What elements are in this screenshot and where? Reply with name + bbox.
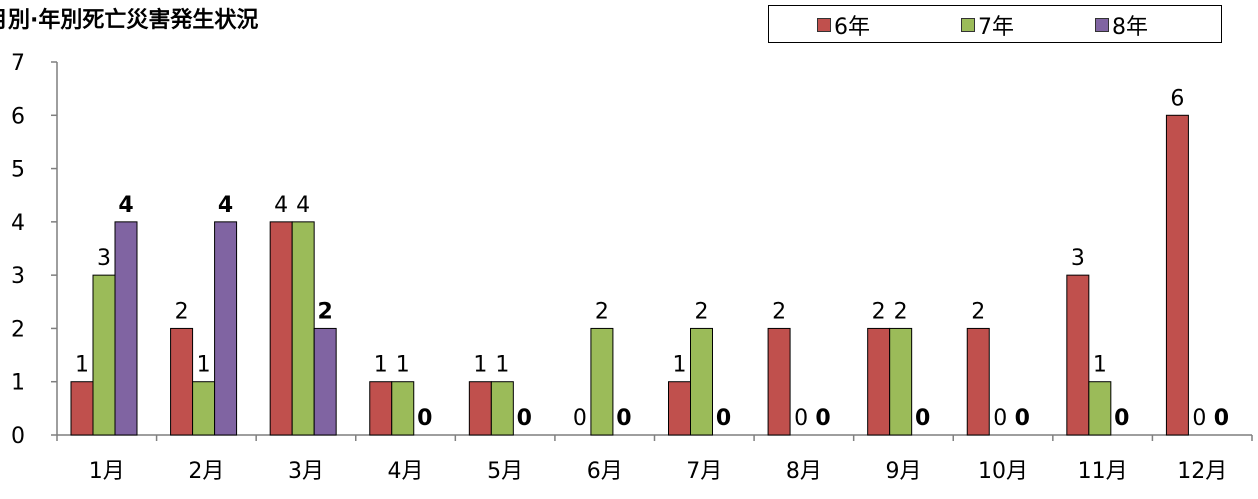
y-tick-label: 6 xyxy=(11,104,25,129)
bar xyxy=(1066,274,1090,436)
data-label: 0 xyxy=(417,406,432,431)
bar xyxy=(170,327,194,436)
data-label: 0 xyxy=(573,406,587,431)
bar xyxy=(313,327,337,436)
y-tick-label: 0 xyxy=(11,424,25,449)
legend-label-8nen: 8年 xyxy=(1112,15,1148,40)
data-label: 4 xyxy=(218,193,233,218)
data-label: 0 xyxy=(716,406,731,431)
bar xyxy=(114,221,138,436)
bar xyxy=(668,381,691,436)
x-tick-label: 12月 xyxy=(1177,459,1227,484)
legend-swatch-7nen xyxy=(961,18,975,32)
y-tick-label: 3 xyxy=(11,264,25,289)
bar xyxy=(966,327,990,436)
x-tick-label: 7月 xyxy=(686,459,722,484)
bar xyxy=(369,381,393,436)
bar xyxy=(269,221,293,436)
x-tick-label: 9月 xyxy=(885,459,921,484)
x-tick-label: 2月 xyxy=(188,459,224,484)
data-label: 0 xyxy=(993,406,1007,431)
data-label: 2 xyxy=(894,299,908,324)
x-tick-label: 5月 xyxy=(487,459,523,484)
bar xyxy=(767,327,791,436)
data-label: 6 xyxy=(1170,86,1184,111)
bar xyxy=(92,274,116,436)
chart-title: 月別·年別死亡災害発生状況 xyxy=(0,8,259,33)
data-label: 1 xyxy=(197,353,211,378)
bar xyxy=(690,327,713,436)
bar xyxy=(70,381,94,436)
bar xyxy=(867,327,891,436)
data-label: 0 xyxy=(1214,406,1229,431)
data-label: 0 xyxy=(1114,406,1129,431)
data-label: 0 xyxy=(815,406,830,431)
data-label: 1 xyxy=(673,353,687,378)
y-tick-label: 2 xyxy=(11,317,25,342)
data-label: 2 xyxy=(971,299,985,324)
legend-label-6nen: 6年 xyxy=(834,15,870,40)
y-tick-label: 1 xyxy=(11,371,25,396)
bar xyxy=(590,327,614,436)
legend-swatch-8nen xyxy=(1095,18,1109,32)
y-tick-label: 5 xyxy=(11,158,25,183)
legend-item-6nen: 6年 xyxy=(817,12,870,40)
data-label: 1 xyxy=(396,353,410,378)
data-label: 4 xyxy=(296,193,310,218)
data-label: 2 xyxy=(695,299,709,324)
bar xyxy=(192,381,216,436)
bar xyxy=(490,381,514,436)
data-label: 0 xyxy=(1192,406,1206,431)
data-label: 2 xyxy=(872,299,886,324)
x-tick-label: 1月 xyxy=(89,459,125,484)
x-tick-label: 4月 xyxy=(388,459,424,484)
x-tick-label: 11月 xyxy=(1078,459,1128,484)
data-label: 0 xyxy=(517,406,532,431)
data-label: 3 xyxy=(97,246,111,271)
bar xyxy=(1165,114,1189,436)
data-label: 0 xyxy=(1015,406,1030,431)
x-tick-label: 8月 xyxy=(786,459,822,484)
bar xyxy=(214,221,238,436)
legend-item-8nen: 8年 xyxy=(1095,12,1148,40)
x-tick-label: 3月 xyxy=(288,459,324,484)
x-tick-label: 6月 xyxy=(587,459,623,484)
data-label: 0 xyxy=(794,406,808,431)
y-tick-label: 7 xyxy=(11,51,25,76)
data-label: 1 xyxy=(374,353,388,378)
legend-item-7nen: 7年 xyxy=(961,12,1014,40)
data-label: 1 xyxy=(75,353,89,378)
bar xyxy=(291,221,315,436)
data-label: 1 xyxy=(1093,353,1107,378)
legend-swatch-6nen xyxy=(817,18,831,32)
data-label: 1 xyxy=(495,353,509,378)
bar xyxy=(889,327,913,436)
data-label: 2 xyxy=(318,299,333,324)
data-label: 2 xyxy=(175,299,189,324)
x-tick-label: 10月 xyxy=(978,459,1028,484)
bar xyxy=(1088,381,1112,436)
data-label: 4 xyxy=(274,193,288,218)
data-label: 0 xyxy=(616,406,631,431)
y-tick-label: 4 xyxy=(11,211,25,236)
chart-legend: 6年 7年 8年 xyxy=(768,5,1222,43)
bar xyxy=(468,381,492,436)
data-label: 0 xyxy=(915,406,930,431)
data-label: 3 xyxy=(1071,246,1085,271)
data-label: 4 xyxy=(118,193,133,218)
bar xyxy=(391,381,415,436)
data-label: 1 xyxy=(473,353,487,378)
data-label: 2 xyxy=(772,299,786,324)
data-label: 2 xyxy=(595,299,609,324)
legend-label-7nen: 7年 xyxy=(978,15,1014,40)
